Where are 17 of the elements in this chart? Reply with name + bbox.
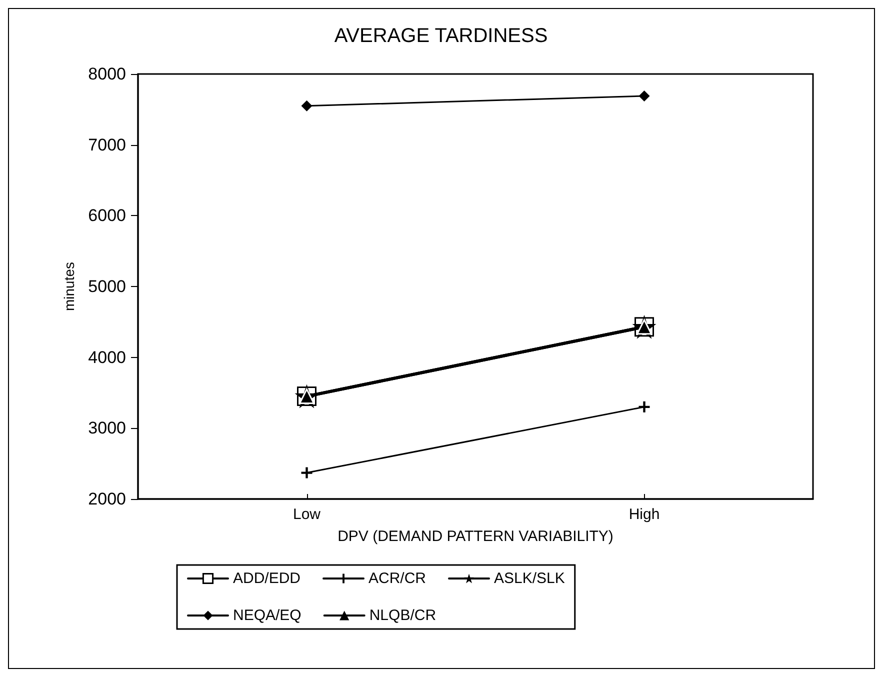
- chart-title: AVERAGE TARDINESS: [334, 25, 548, 47]
- legend-label: NEQA/EQ: [233, 607, 302, 624]
- legend-label: ADD/EDD: [233, 570, 301, 587]
- y-tick-label: 8000: [88, 64, 126, 84]
- legend-label: NLQB/CR: [369, 607, 436, 624]
- x-tick-label: High: [628, 506, 660, 523]
- legend-label: ASLK/SLK: [494, 570, 565, 587]
- legend-label: ACR/CR: [368, 570, 426, 587]
- y-tick-label: 5000: [88, 277, 126, 296]
- y-tick-label: 6000: [88, 206, 126, 226]
- y-tick-label: 2000: [88, 490, 126, 508]
- y-tick-label: 4000: [88, 348, 126, 367]
- y-tick-label: 7000: [88, 135, 126, 154]
- x-tick-label: Low: [292, 506, 321, 523]
- x-axis-title: DPV (DEMAND PATTERN VARIABILITY): [338, 528, 614, 545]
- y-tick-label: 3000: [88, 418, 126, 438]
- y-axis-title: minutes: [61, 262, 77, 312]
